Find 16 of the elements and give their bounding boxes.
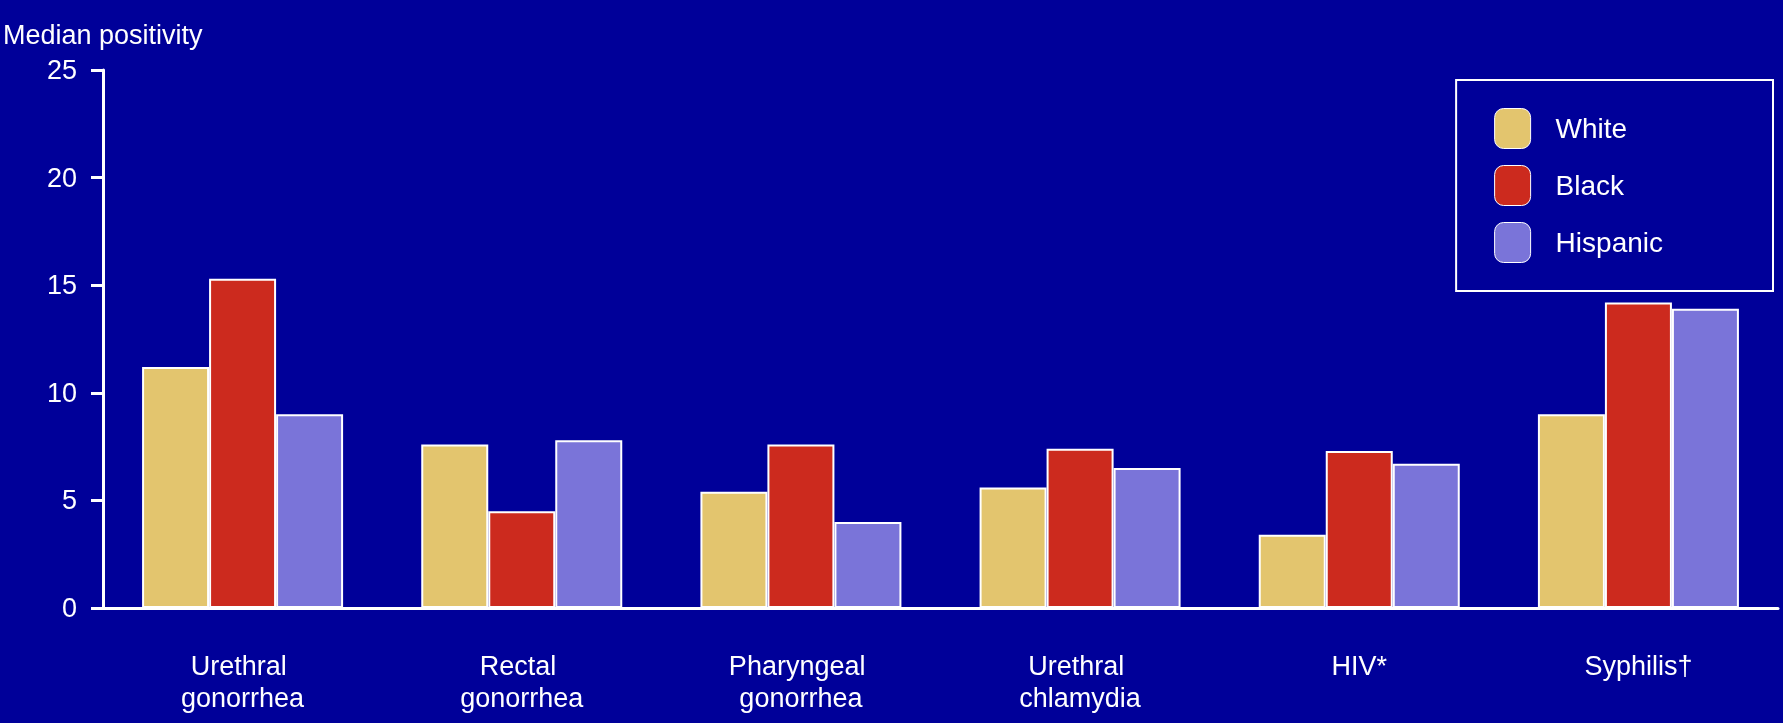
legend-label: White xyxy=(1555,113,1628,144)
y-tick-label: 15 xyxy=(46,270,77,301)
x-tick-label: HIV* xyxy=(1331,651,1388,681)
y-axis-title: Median positivity xyxy=(3,19,204,50)
y-tick-label: 25 xyxy=(46,55,77,85)
legend-label: Hispanic xyxy=(1555,227,1664,258)
y-tick-label: 10 xyxy=(46,377,77,408)
legend-label: Black xyxy=(1555,170,1626,201)
x-tick-label: Urethral chlamydia xyxy=(1019,651,1142,713)
x-tick-label: Pharyngeal gonorrhea xyxy=(728,651,873,713)
x-tick-label: Rectal gonorrhea xyxy=(460,651,585,713)
y-tick-label: 5 xyxy=(61,485,77,516)
y-tick-label: 20 xyxy=(46,162,77,193)
x-tick-label: Syphilis† xyxy=(1584,651,1693,681)
y-tick-label: 0 xyxy=(61,593,77,623)
x-tick-label: Urethral gonorrhea xyxy=(181,651,306,713)
